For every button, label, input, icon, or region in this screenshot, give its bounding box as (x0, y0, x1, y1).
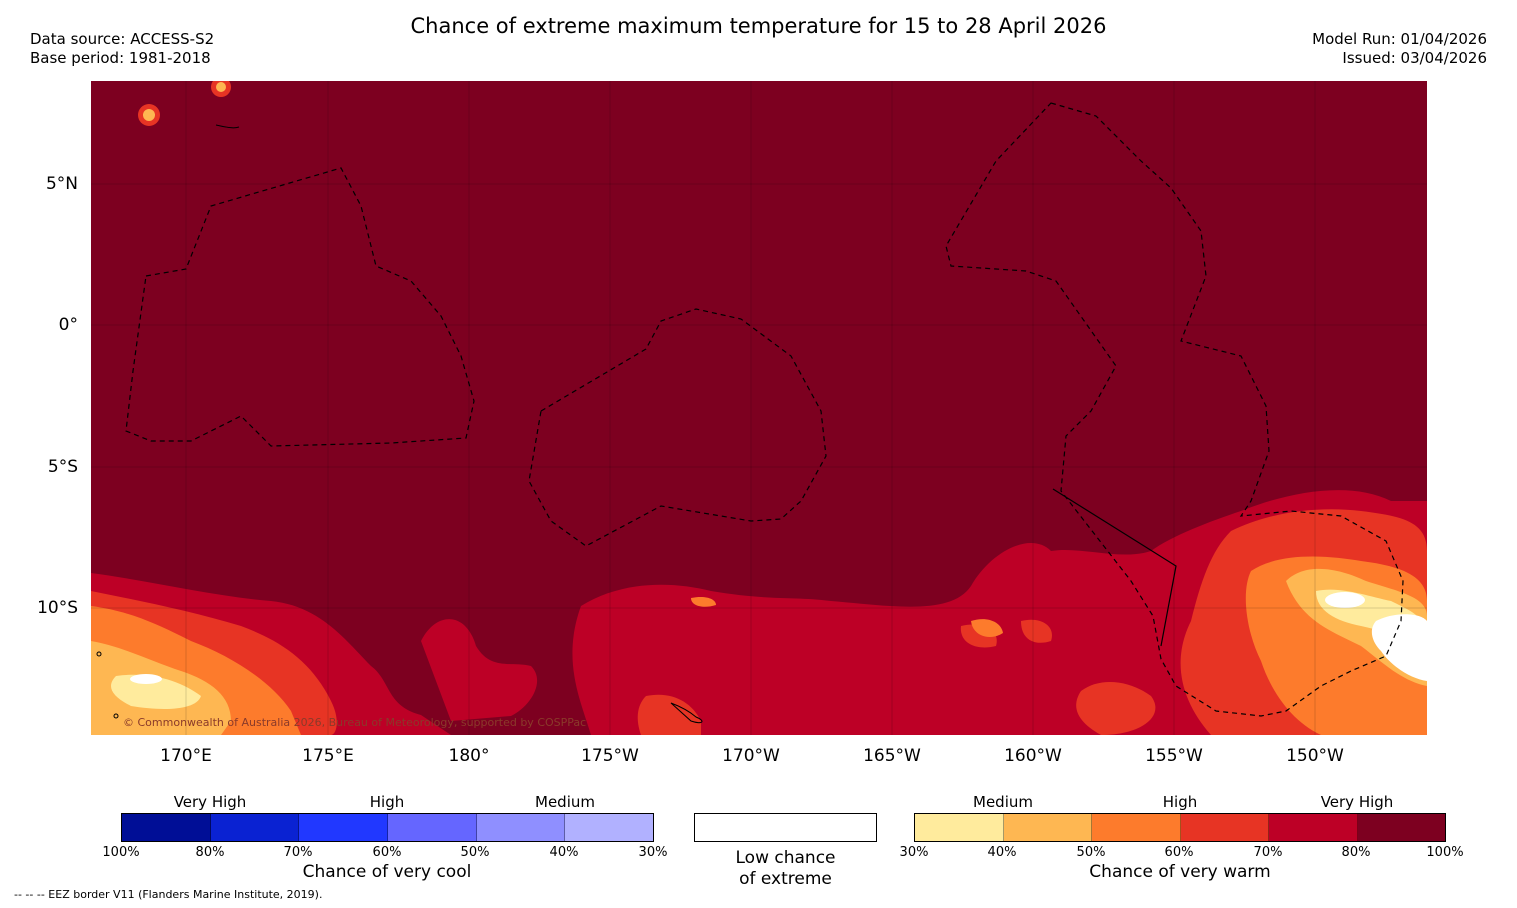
issued-label: Issued: 03/04/2026 (1342, 49, 1487, 67)
low-chance-label: Low chance of extreme (694, 848, 877, 890)
cool-colorbar (121, 813, 654, 842)
eez-border (945, 102, 1404, 717)
base-period-label: Base period: 1981-2018 (30, 49, 211, 67)
lon-label: 180° (448, 746, 490, 766)
cool-swatch (299, 814, 389, 841)
warm-tick: 50% (1076, 845, 1106, 860)
cool-swatch (388, 814, 477, 841)
warm-colorbar (914, 813, 1446, 842)
islands (96, 124, 703, 724)
warm-swatch (1003, 814, 1092, 841)
lon-label: 175°W (581, 746, 639, 766)
lon-label: 170°W (722, 746, 780, 766)
lon-label: 165°W (863, 746, 921, 766)
warm-tick: 70% (1253, 845, 1283, 860)
cool-tick: 60% (372, 845, 402, 860)
hotspot (216, 82, 226, 92)
cool-swatch (476, 814, 566, 841)
island (670, 702, 703, 724)
model-run-label: Model Run: 01/04/2026 (1312, 30, 1487, 48)
lon-label: 170°E (160, 746, 212, 766)
island (96, 651, 102, 657)
lon-label: 175°E (302, 746, 354, 766)
issue-info: Model Run: 01/04/2026 Issued: 03/04/2026 (1312, 30, 1487, 68)
eez-border (125, 167, 475, 447)
cool-category-label: Medium (535, 793, 595, 811)
low-chance-region (1371, 614, 1427, 681)
cool-category-label: High (369, 793, 405, 811)
cool-legend-title: Chance of very cool (302, 862, 472, 882)
boundary-line (1052, 488, 1177, 647)
low-chance-region (1325, 592, 1365, 608)
cool-category-label: Very High (173, 793, 247, 811)
cool-swatch (210, 814, 300, 841)
high-region (421, 619, 538, 721)
low-chance-swatch (694, 813, 877, 842)
warm-category-label: High (1162, 793, 1198, 811)
lat-label: 0° (58, 315, 78, 335)
lon-label: 150°W (1286, 746, 1344, 766)
lat-label: 5°N (45, 174, 78, 194)
data-info: Data source: ACCESS-S2 Base period: 1981… (30, 30, 214, 68)
cool-tick: 100% (102, 845, 140, 860)
warm-swatch (1092, 814, 1181, 841)
lat-label: 5°S (47, 457, 78, 477)
eez-borders (125, 102, 1404, 717)
eez-border (528, 308, 827, 547)
mid-region (1021, 619, 1052, 643)
low-chance-line: of extreme (739, 869, 832, 889)
high-region (586, 604, 653, 657)
low-region (971, 619, 1003, 637)
warm-swatch (1357, 814, 1445, 841)
cool-swatch (565, 814, 654, 841)
lon-label: 160°W (1004, 746, 1062, 766)
low-chance-line: Low chance (735, 848, 836, 868)
cool-tick: 50% (460, 845, 490, 860)
warm-tick: 100% (1426, 845, 1464, 860)
copyright-notice: © Commonwealth of Australia 2026, Bureau… (123, 716, 587, 729)
temperature-map (91, 81, 1427, 735)
warm-swatch (1269, 814, 1358, 841)
eez-footnote: -- -- -- EEZ border V11 (Flanders Marine… (14, 888, 323, 901)
warm-category-label: Very High (1320, 793, 1394, 811)
warm-tick: 40% (987, 845, 1017, 860)
warm-category-label: Medium (973, 793, 1033, 811)
cool-tick: 30% (638, 845, 668, 860)
warm-swatch (1180, 814, 1269, 841)
cool-tick: 40% (549, 845, 579, 860)
warm-swatch (915, 814, 1004, 841)
warm-tick: 60% (1164, 845, 1194, 860)
graticule (91, 81, 1427, 735)
faint-region (111, 674, 201, 709)
warm-tick: 30% (899, 845, 929, 860)
hotspot (143, 109, 155, 121)
cool-tick: 70% (283, 845, 313, 860)
warm-tick: 80% (1341, 845, 1371, 860)
low-region (691, 596, 716, 607)
cool-swatch (122, 814, 211, 841)
chart-title: Chance of extreme maximum temperature fo… (410, 14, 1107, 38)
lon-label: 155°W (1145, 746, 1203, 766)
low-chance-region (130, 674, 162, 684)
cool-tick: 80% (195, 845, 225, 860)
mid-region (1076, 681, 1156, 735)
lat-label: 10°S (37, 598, 78, 618)
island (215, 124, 240, 129)
data-source-label: Data source: ACCESS-S2 (30, 30, 215, 48)
mid-region (637, 694, 701, 735)
island (113, 713, 119, 719)
warm-legend-title: Chance of very warm (1089, 862, 1271, 882)
